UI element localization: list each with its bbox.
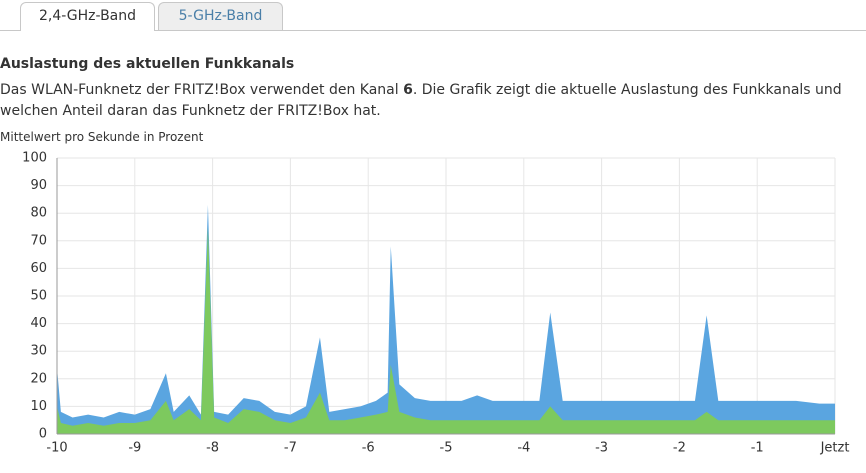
y-tick-label: 40 (30, 316, 47, 331)
y-axis-title: Mittelwert pro Sekunde in Prozent (0, 130, 204, 144)
y-tick-label: 60 (30, 261, 47, 276)
x-tick-label: -2 (673, 441, 686, 456)
x-tick-label: -1 (751, 441, 764, 456)
x-tick-label: Jetzt (820, 441, 850, 456)
y-tick-label: 50 (30, 289, 47, 304)
x-tick-label: -9 (128, 441, 141, 456)
text: Das WLAN-Funknetz der FRITZ!Box verwende… (0, 82, 404, 98)
y-tick-label: 10 (30, 399, 47, 414)
chart: 0 10 20 30 40 50 60 70 80 90 100 -10 -9 -8 -7 -6 -5 -4 -3 -… (22, 151, 850, 456)
text: . Die Grafik zeigt die aktuelle Auslastu… (0, 82, 842, 119)
y-tick-label: 70 (30, 233, 47, 248)
tab[interactable]: 2,4-GHz-Band (20, 2, 155, 31)
y-tick-label: 30 (30, 344, 47, 359)
y-tick-label: 80 (30, 206, 47, 221)
x-tick-label: -7 (284, 441, 297, 456)
x-tick-label: -6 (362, 441, 375, 456)
tab[interactable]: 5-GHz-Band (158, 2, 283, 30)
x-tick-label: -3 (595, 441, 608, 456)
x-tick-label: -5 (440, 441, 453, 456)
x-tick-label: -10 (46, 441, 67, 456)
x-tick-label: -4 (517, 441, 530, 456)
area (57, 204, 835, 434)
y-tick-label: 100 (22, 151, 47, 166)
y-tick-label: 90 (30, 178, 47, 193)
description: Das WLAN-Funknetz der FRITZ!Box verwende… (0, 80, 860, 122)
channel: 6 (403, 82, 413, 98)
heading: Auslastung des aktuellen Funkkanals (0, 56, 295, 72)
x-tick-label: -8 (206, 441, 219, 456)
y-tick-label: 20 (30, 371, 47, 386)
y-tick-label: 0 (39, 427, 47, 442)
tab-divider (0, 30, 866, 31)
